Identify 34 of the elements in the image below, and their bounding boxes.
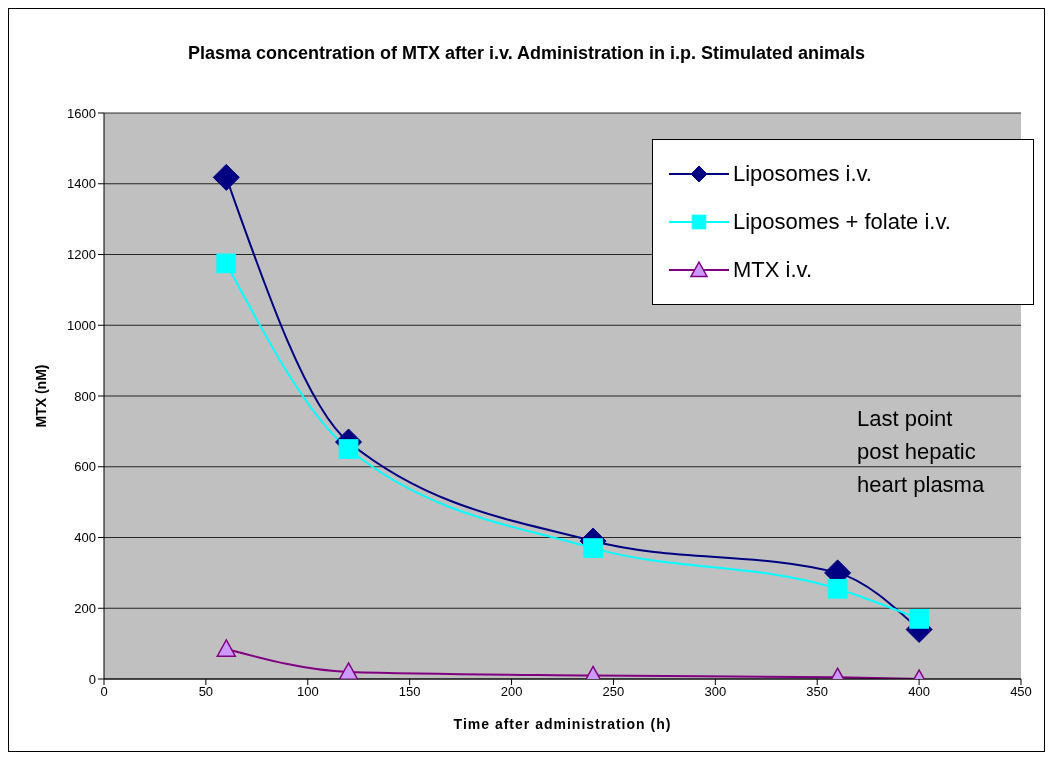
y-tick-label: 1000: [67, 317, 96, 333]
chart-title: Plasma concentration of MTX after i.v. Administration in i.p. Stimulated animals: [186, 42, 867, 65]
y-tick-label: 1200: [67, 247, 96, 263]
x-tick-label: 250: [602, 684, 625, 700]
legend-label: Liposomes i.v.: [733, 161, 872, 187]
y-tick-label: 1600: [67, 105, 96, 121]
x-axis-title: Time after administration (h): [453, 716, 672, 732]
point: [338, 662, 359, 679]
y-tick-label: 1400: [67, 176, 96, 192]
y-tick-label: 600: [74, 459, 96, 475]
point: [216, 253, 237, 274]
legend-label: MTX i.v.: [733, 257, 813, 283]
annotation: Last point post hepatic heart plasma: [857, 405, 985, 499]
point: [583, 538, 603, 558]
x-tick-label: 200: [500, 684, 523, 700]
point: [827, 578, 848, 599]
y-axis-title: MTX (nM): [32, 364, 49, 428]
point: [909, 609, 929, 629]
point: [212, 163, 240, 191]
y-tick-label: 800: [74, 388, 96, 404]
x-tick-label: 450: [1010, 684, 1032, 700]
x-tick-label: 400: [908, 684, 930, 700]
x-tick-label: 300: [704, 684, 727, 700]
legend-label: Liposomes + folate i.v.: [733, 209, 951, 235]
point: [338, 439, 359, 459]
point: [216, 639, 237, 657]
x-tick-label: 100: [296, 684, 319, 700]
y-tick-label: 0: [88, 671, 96, 687]
x-tick-label: 350: [806, 684, 829, 700]
x-tick-label: 0: [100, 684, 108, 700]
y-tick-label: 200: [74, 600, 96, 616]
x-tick-label: 150: [398, 684, 421, 700]
y-tick-label: 400: [74, 530, 96, 546]
x-tick-label: 50: [198, 684, 214, 700]
